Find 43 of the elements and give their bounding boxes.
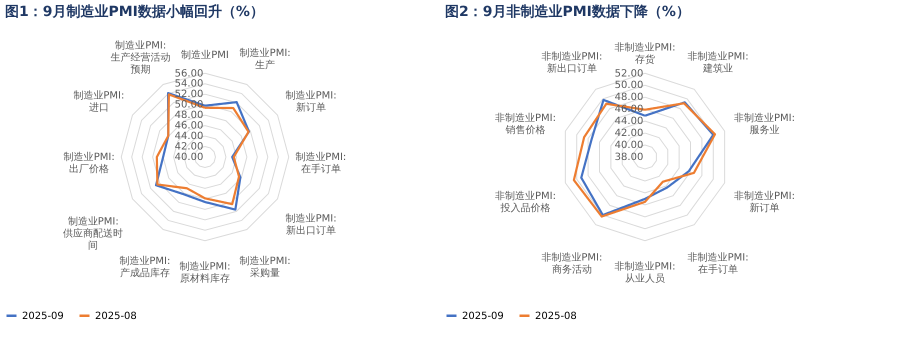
legend-label: 2025-09 [22,310,64,322]
chart-title: 图1：9月制造业PMI数据小幅回升（%） [5,3,264,20]
spoke-label: 非制造业PMI:新出口订单 [541,50,602,74]
spoke-label: 制造业PMI:在手订单 [295,151,346,175]
spoke-label: 非制造业PMI:商务活动 [541,252,602,276]
y-tick-label: 56.00 [174,68,204,80]
y-tick-label: 44.00 [614,116,644,128]
spoke-label: 制造业PMI:出厂价格 [64,151,115,175]
legend-label: 2025-08 [95,310,137,322]
spoke-label: 非制造业PMI:存货 [614,41,676,66]
spoke-label: 制造业PMI:产成品库存 [119,255,170,280]
legend-label: 2025-08 [535,310,577,322]
spoke-label: 制造业PMI:新出口订单 [286,212,337,236]
spoke-label: 非制造业PMI:建筑业 [688,50,749,74]
spoke-label: 制造业PMI:采购量 [240,255,291,280]
spoke-label: 非制造业PMI:新订单 [734,190,795,214]
y-tick-label: 48.00 [614,92,644,104]
spoke-label: 非制造业PMI:销售价格 [495,112,556,136]
y-tick-label: 40.00 [174,152,204,163]
y-tick-label: 48.00 [174,110,204,122]
y-tick-label: 38.00 [614,152,644,163]
spoke-label: 非制造业PMI:投入品价格 [495,190,556,214]
spoke-label: 制造业PMI:生产 [240,46,291,71]
spoke-label: 非制造业PMI:从业人员 [614,260,676,285]
spoke-label: 制造业PMI:原材料库存 [180,260,230,285]
y-tick-label: 42.00 [174,142,204,153]
y-tick-label: 52.00 [174,89,204,100]
spoke-label: 制造业PMI:新订单 [286,90,337,114]
spoke-label: 制造业PMI [181,49,229,62]
y-tick-label: 52.00 [614,68,644,80]
spoke-label: 非制造业PMI:在手订单 [688,252,749,276]
spoke-label: 制造业PMI:供应商配送时间 [63,216,124,252]
y-tick-label: 50.00 [614,80,644,92]
legend-label: 2025-09 [462,310,504,322]
y-tick-label: 40.00 [614,140,644,152]
spoke-label: 制造业PMI:生产经营活动预期 [110,40,171,76]
chart-title: 图2：9月非制造业PMI数据下降（%） [445,4,690,20]
y-tick-label: 44.00 [174,131,204,142]
y-tick-label: 46.00 [174,120,204,132]
y-tick-label: 42.00 [614,128,644,140]
y-tick-label: 54.00 [174,78,204,90]
spoke-label: 非制造业PMI:服务业 [734,112,795,136]
spoke-label: 制造业PMI:进口 [73,90,124,114]
